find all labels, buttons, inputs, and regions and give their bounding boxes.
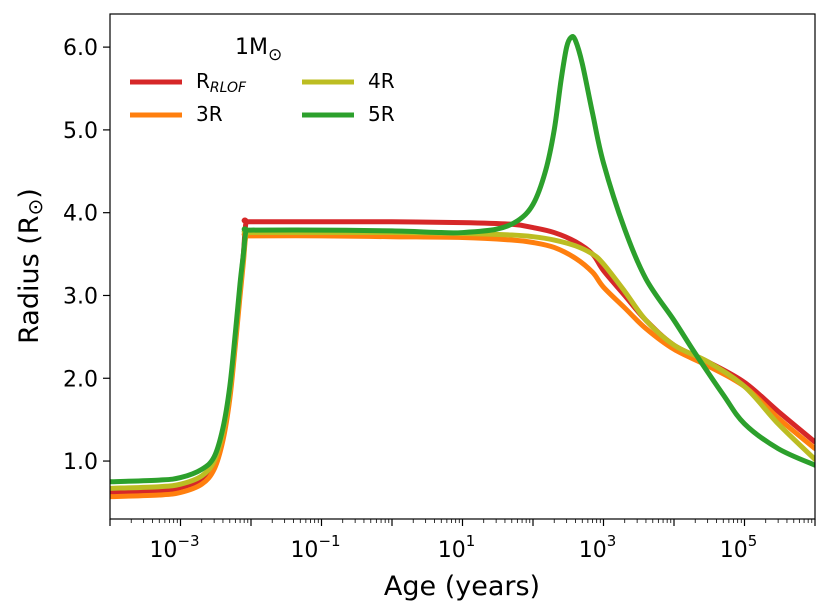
y-tick-label: 2.0 xyxy=(63,367,98,392)
y-tick-label: 4.0 xyxy=(63,202,98,227)
y-tick-label: 3.0 xyxy=(63,284,98,309)
legend-label: 4R xyxy=(368,69,395,93)
y-axis-label-close: ) xyxy=(14,188,45,199)
x-tick-label: 105 xyxy=(720,532,758,563)
y-axis-label-main: Radius (R xyxy=(14,215,45,343)
legend-label: 3R xyxy=(196,102,223,126)
x-tick-label: 10−3 xyxy=(149,532,199,563)
legend-label: 5R xyxy=(368,102,395,126)
x-tick-label: 101 xyxy=(438,532,476,563)
y-tick-label: 5.0 xyxy=(63,119,98,144)
y-tick-label: 1.0 xyxy=(63,450,98,475)
x-axis-label: Age (years) xyxy=(384,571,540,602)
legend: 1M⊙ RRLOF 3R 4R 5R xyxy=(130,35,395,126)
legend-items: RRLOF 3R 4R 5R xyxy=(130,69,395,126)
series-layer xyxy=(110,34,815,500)
y-tick-label: 6.0 xyxy=(63,36,98,61)
legend-title: 1M⊙ xyxy=(235,35,282,65)
plot-background xyxy=(110,14,815,519)
legend-label: RRLOF xyxy=(196,69,247,96)
y-axis-label: Radius (R⊙) xyxy=(14,188,47,344)
legend-title-mass: 1M xyxy=(235,35,268,60)
y-axis-label-sun: ⊙ xyxy=(23,199,47,216)
x-tick-label: 103 xyxy=(579,532,617,563)
x-ticks: 10−3 10−1 101 103 105 xyxy=(109,519,816,563)
legend-title-sun: ⊙ xyxy=(268,45,282,65)
y-ticks: 1.0 2.0 3.0 4.0 5.0 6.0 xyxy=(63,36,110,475)
series-line-5r xyxy=(110,34,815,485)
x-tick-label: 10−1 xyxy=(290,532,340,563)
